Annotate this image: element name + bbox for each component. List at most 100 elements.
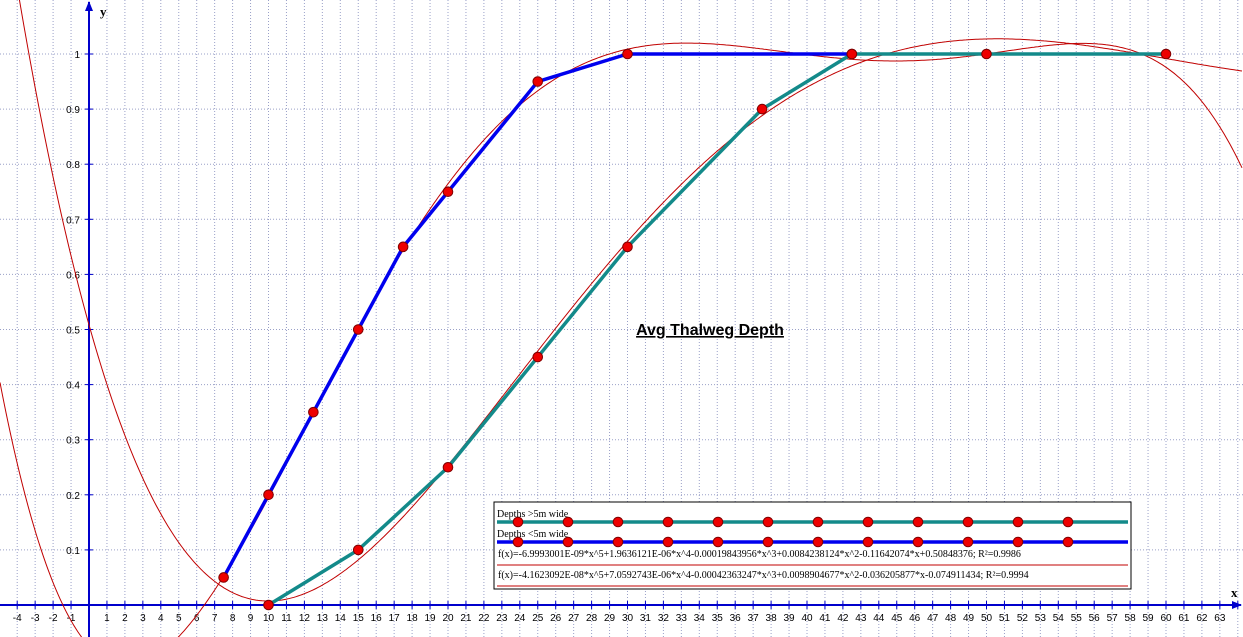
x-tick-label: 38 xyxy=(766,613,778,624)
legend-marker-0 xyxy=(1012,516,1024,528)
legend-marker-0 xyxy=(812,516,824,528)
x-tick-label: 31 xyxy=(640,613,652,624)
x-tick-label: -4 xyxy=(13,613,22,624)
legend-marker-0 xyxy=(862,516,874,528)
legend-marker-1 xyxy=(862,536,874,548)
x-tick-label: 40 xyxy=(801,613,813,624)
x-tick-label: 43 xyxy=(855,613,867,624)
x-tick-label: 55 xyxy=(1071,613,1083,624)
y-tick-label: 0.3 xyxy=(66,436,80,447)
legend-marker-1 xyxy=(512,536,524,548)
x-tick-label: 29 xyxy=(604,613,616,624)
legend: Depths >5m wide Depths <5m wide f(x)=-6.… xyxy=(493,501,1132,590)
x-tick-label: 3 xyxy=(140,613,146,624)
point-0-4 xyxy=(622,241,633,253)
data-points xyxy=(218,48,1172,611)
x-tick-label: 49 xyxy=(963,613,975,624)
x-tick-label: 62 xyxy=(1196,613,1208,624)
x-tick-label: 27 xyxy=(568,613,580,624)
x-tick-label: 63 xyxy=(1214,613,1226,624)
x-tick-label: 41 xyxy=(819,613,831,624)
fit-curve-0 xyxy=(18,0,1243,602)
y-axis-arrow xyxy=(85,1,93,11)
legend-marker-0 xyxy=(912,516,924,528)
y-tick-label: 0.8 xyxy=(66,160,80,171)
point-0-1 xyxy=(352,544,364,556)
legend-marker-0 xyxy=(612,516,624,528)
point-0-2 xyxy=(442,461,454,473)
legend-samples xyxy=(497,516,1128,587)
x-tick-label: 42 xyxy=(837,613,849,624)
legend-marker-0 xyxy=(662,516,674,528)
x-tick-label: 10 xyxy=(263,613,275,624)
legend-marker-1 xyxy=(762,536,774,548)
y-tick-label: 0.1 xyxy=(66,546,80,557)
x-tick-label: 23 xyxy=(496,613,508,624)
x-tick-label: 14 xyxy=(335,613,347,624)
x-tick-label: 53 xyxy=(1035,613,1047,624)
point-1-3 xyxy=(352,324,364,335)
x-tick-label: 22 xyxy=(478,613,490,624)
x-tick-labels: -4 -3 -2 -1 1 2 3 4 5 6 7 8 9 10 11 12 13 14 15 16 17 18 19 20 2… xyxy=(13,613,1226,624)
legend-marker-1 xyxy=(812,536,824,548)
x-tick-label: 19 xyxy=(424,613,436,624)
y-tick-label: 0.9 xyxy=(66,105,80,116)
point-1-7 xyxy=(622,48,633,60)
legend-marker-0 xyxy=(712,516,724,528)
point-0-5 xyxy=(756,103,768,115)
x-tick-label: 37 xyxy=(748,613,760,624)
x-tick-label: 16 xyxy=(371,613,383,624)
x-tick-label: 7 xyxy=(212,613,218,624)
point-1-4 xyxy=(397,241,409,253)
legend-marker-0 xyxy=(762,516,774,528)
x-tick-label: 13 xyxy=(317,613,329,624)
legend-marker-1 xyxy=(962,536,974,548)
x-tick-label: 24 xyxy=(514,613,526,624)
x-tick-label: 5 xyxy=(176,613,182,624)
x-tick-label: 57 xyxy=(1107,613,1119,624)
point-0-7 xyxy=(981,48,992,60)
legend-marker-1 xyxy=(1012,536,1024,548)
y-tick-label: 0.5 xyxy=(66,326,80,337)
x-tick-label: 17 xyxy=(389,613,401,624)
legend-marker-1 xyxy=(562,536,574,548)
x-tick-label: 46 xyxy=(909,613,921,624)
point-1-5 xyxy=(442,186,454,198)
legend-label-0: Depths >5m wide xyxy=(497,509,569,520)
x-tick-label: -3 xyxy=(31,613,40,624)
legend-label-1: Depths <5m wide xyxy=(497,529,569,540)
x-tick-label: 59 xyxy=(1142,613,1154,624)
x-tick-label: 36 xyxy=(730,613,742,624)
x-tick-label: 52 xyxy=(1017,613,1029,624)
point-0-0 xyxy=(263,599,274,611)
x-tick-label: 15 xyxy=(353,613,365,624)
x-tick-label: 34 xyxy=(694,613,706,624)
x-tick-label: 51 xyxy=(999,613,1011,624)
x-tick-label: 21 xyxy=(460,613,472,624)
x-tick-label: 4 xyxy=(158,613,164,624)
x-tick-label: 32 xyxy=(658,613,670,624)
x-tick-label: 20 xyxy=(442,613,454,624)
point-1-6 xyxy=(532,76,544,87)
legend-marker-1 xyxy=(1062,536,1074,548)
x-tick-label: -2 xyxy=(49,613,58,624)
y-axis-label: y xyxy=(100,4,107,19)
x-tick-label: 18 xyxy=(407,613,419,624)
legend-marker-1 xyxy=(712,536,724,548)
x-tick-label: 11 xyxy=(281,613,292,624)
fit-equation-0: f(x)=-6.9993001E-09*x^5+1.9636121E-06*x^… xyxy=(498,549,1021,560)
x-tick-label: 6 xyxy=(194,613,200,624)
legend-marker-0 xyxy=(1062,516,1074,528)
x-axis-arrow xyxy=(1232,601,1242,609)
x-tick-label: 12 xyxy=(299,613,311,624)
x-tick-label: -1 xyxy=(67,613,76,624)
legend-box xyxy=(493,501,1132,590)
point-1-0 xyxy=(218,572,229,583)
x-tick-label: 58 xyxy=(1125,613,1137,624)
x-tick-label: 26 xyxy=(550,613,562,624)
y-tick-label: 0.2 xyxy=(66,491,80,502)
x-tick-label: 2 xyxy=(122,613,128,624)
y-tick-label: 0.4 xyxy=(66,381,80,392)
point-1-2 xyxy=(308,406,319,418)
